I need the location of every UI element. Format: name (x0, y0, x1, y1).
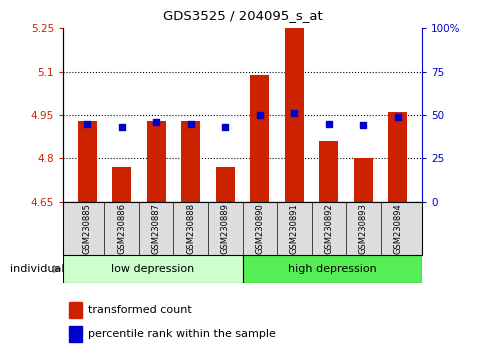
Point (324, 121, 332, 127)
Bar (181, 121, 200, 202)
Text: GSM230890: GSM230890 (255, 203, 264, 254)
Text: GSM230892: GSM230892 (324, 203, 333, 254)
Text: GDS3525 / 204095_s_at: GDS3525 / 204095_s_at (162, 9, 322, 22)
Point (290, 110, 298, 116)
Text: low depression: low depression (111, 264, 194, 274)
Bar (242, 255, 421, 283)
Text: GSM230889: GSM230889 (220, 203, 229, 254)
Text: GSM230888: GSM230888 (186, 203, 195, 254)
Bar (250, 75, 269, 202)
Text: high depression: high depression (287, 264, 376, 274)
Bar (112, 167, 131, 202)
Point (359, 122, 366, 128)
Bar (69, 326, 82, 342)
Text: GSM230886: GSM230886 (117, 203, 126, 254)
Point (152, 119, 160, 125)
Bar (215, 167, 234, 202)
Point (118, 124, 125, 130)
Point (256, 112, 263, 118)
Bar (353, 159, 372, 202)
Bar (69, 302, 82, 318)
Text: individual: individual (10, 264, 64, 274)
Bar (147, 121, 166, 202)
Text: transformed count: transformed count (88, 305, 192, 315)
Text: GSM230891: GSM230891 (289, 203, 298, 254)
Point (83, 121, 91, 127)
Text: GSM230885: GSM230885 (83, 203, 91, 254)
Text: GSM230894: GSM230894 (393, 203, 401, 254)
Text: percentile rank within the sample: percentile rank within the sample (88, 329, 275, 339)
Bar (318, 141, 337, 202)
Text: GSM230887: GSM230887 (151, 203, 160, 254)
Bar (284, 28, 303, 202)
Text: GSM230893: GSM230893 (358, 203, 367, 254)
Bar (77, 121, 96, 202)
Point (393, 114, 401, 120)
Bar (388, 112, 407, 202)
Bar (63, 255, 242, 283)
Point (221, 124, 228, 130)
Point (186, 121, 194, 127)
